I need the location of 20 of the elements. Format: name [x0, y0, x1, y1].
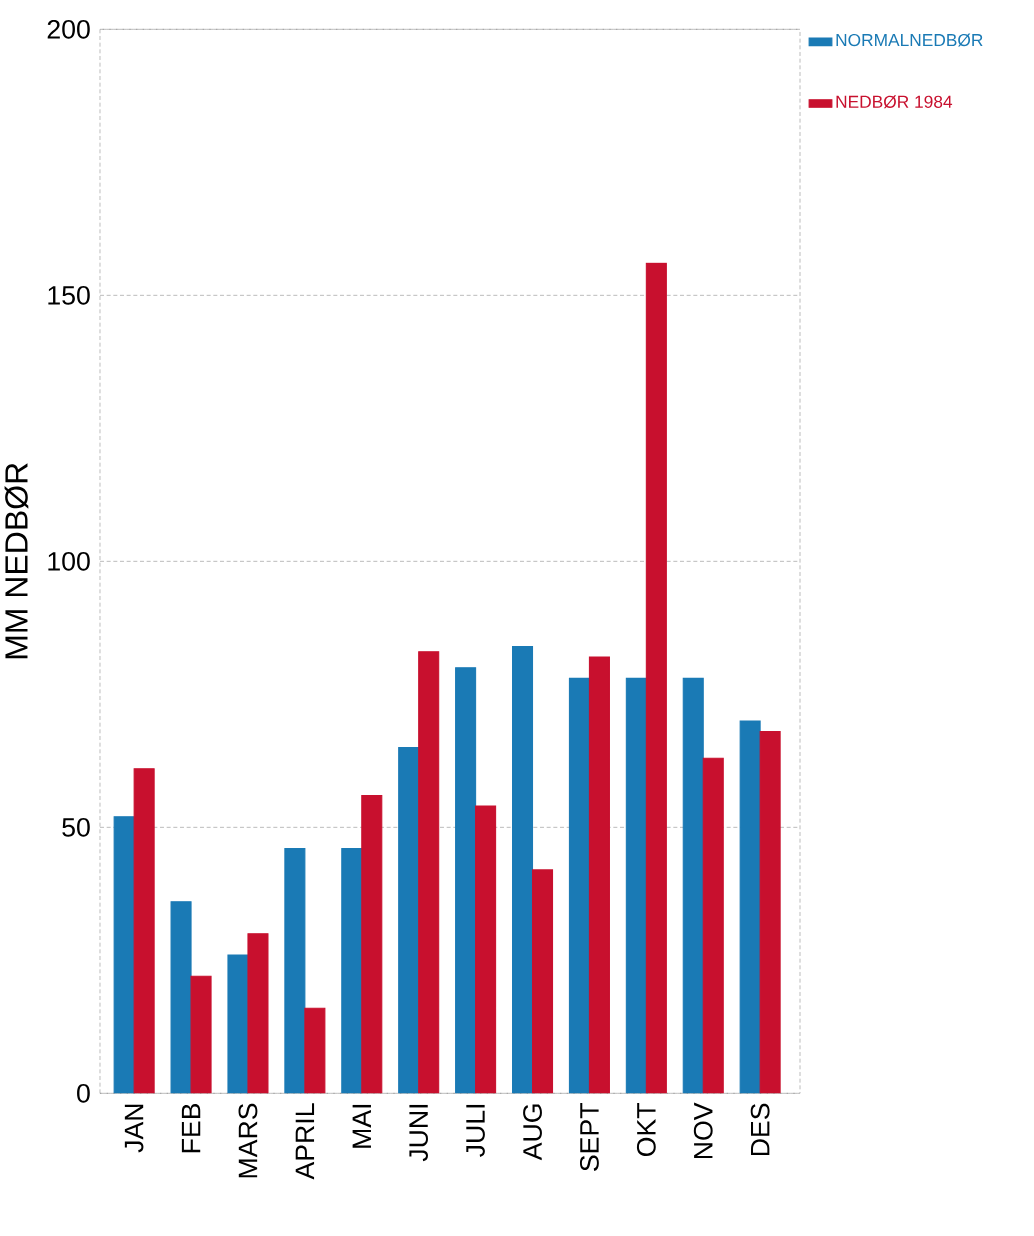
x-tick-label: JUNI — [409, 1104, 428, 1162]
y-axis-title: MM NEDBØR — [4, 463, 29, 659]
x-tick-label: JULI — [466, 1104, 485, 1157]
y-tick-label: 50 — [62, 817, 90, 837]
x-tick-label: NOV — [693, 1102, 713, 1159]
x-tick-label: OKT — [636, 1103, 656, 1157]
y-tick-label: 150 — [48, 285, 90, 305]
x-tick-label: MAI — [352, 1104, 371, 1148]
x-tick-label: DES — [750, 1103, 770, 1156]
y-tick-label: 200 — [47, 19, 90, 39]
legend-label: NORMALNEDBØR — [836, 33, 983, 47]
x-tick-label: APRIL — [295, 1103, 315, 1180]
y-tick-label: 0 — [77, 1083, 90, 1103]
x-tick-label: MARS — [238, 1103, 258, 1178]
y-tick-label: 100 — [48, 551, 90, 571]
x-tick-label: JAN — [124, 1104, 144, 1153]
x-tick-label: SEPT — [580, 1103, 599, 1171]
legend-label: NEDBØR 1984 — [836, 95, 953, 109]
x-tick-label: AUG — [523, 1104, 542, 1161]
x-tick-label: FEB — [181, 1103, 201, 1153]
